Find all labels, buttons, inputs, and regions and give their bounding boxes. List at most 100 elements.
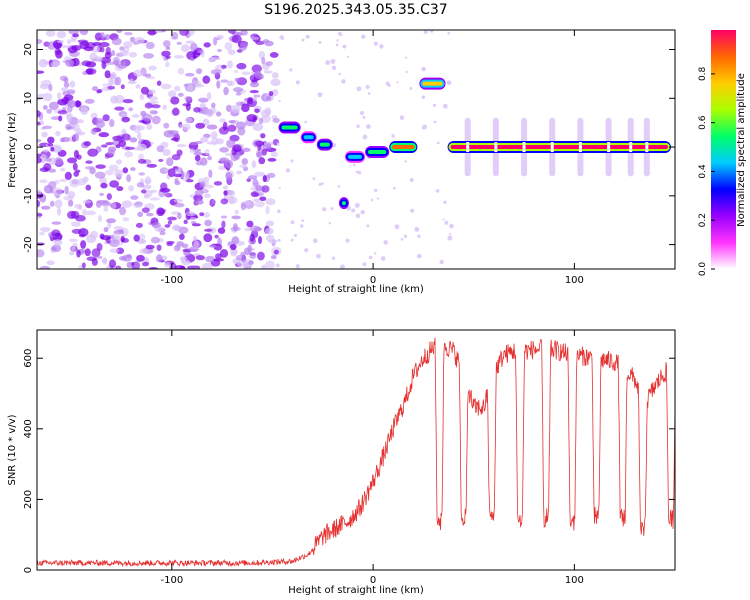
noise-speckle — [255, 184, 263, 192]
noise-speckle — [39, 179, 48, 184]
noise-speckle — [235, 254, 247, 261]
noise-speckle — [357, 170, 362, 175]
noise-speckle — [204, 149, 210, 156]
noise-speckle — [227, 60, 233, 69]
noise-speckle — [106, 218, 116, 224]
noise-speckle — [299, 224, 304, 228]
noise-speckle — [203, 212, 211, 218]
noise-speckle — [73, 133, 80, 142]
chart-title: S196.2025.343.05.35.C37 — [264, 2, 447, 18]
noise-speckle — [392, 186, 396, 190]
noise-speckle — [185, 40, 195, 44]
noise-speckle — [247, 244, 253, 253]
noise-speckle — [48, 168, 57, 173]
noise-speckle — [76, 249, 81, 258]
noise-speckle — [409, 177, 414, 182]
snr-xtick-label: -100 — [160, 575, 183, 586]
noise-speckle — [100, 31, 105, 40]
noise-speckle — [196, 50, 203, 54]
noise-speckle — [67, 190, 76, 199]
noise-speckle — [50, 61, 60, 68]
noise-speckle — [41, 131, 48, 138]
snr-xtick-label: 0 — [370, 575, 376, 586]
noise-speckle — [338, 72, 341, 76]
noise-speckle — [116, 30, 123, 34]
noise-speckle — [301, 219, 305, 222]
noise-speckle — [331, 65, 337, 71]
noise-speckle — [290, 238, 294, 242]
noise-speckle — [246, 114, 258, 122]
noise-speckle — [261, 148, 267, 156]
noise-speckle — [65, 123, 72, 131]
noise-speckle — [248, 260, 254, 265]
noise-speckle — [138, 153, 144, 161]
noise-speckle — [200, 48, 205, 58]
noise-speckle — [255, 40, 265, 45]
noise-speckle — [361, 34, 366, 39]
noise-speckle — [124, 31, 133, 36]
noise-speckle — [231, 236, 240, 245]
colorbar-tick-label: 0.6 — [698, 115, 708, 130]
noise-speckle — [205, 255, 216, 263]
noise-speckle — [262, 39, 270, 44]
noise-speckle — [46, 260, 55, 266]
noise-speckle — [100, 201, 112, 207]
noise-speckle — [157, 208, 166, 215]
noise-speckle — [166, 240, 175, 245]
noise-speckle — [120, 84, 125, 90]
noise-speckle — [355, 213, 361, 219]
noise-speckle — [439, 259, 444, 265]
noise-speckle — [199, 103, 206, 108]
noise-speckle — [215, 253, 222, 260]
noise-speckle — [107, 85, 116, 90]
noise-speckle — [177, 67, 185, 75]
noise-speckle — [110, 71, 117, 79]
noise-speckle — [362, 262, 367, 267]
noise-speckle — [101, 61, 107, 70]
noise-speckle — [405, 70, 408, 74]
noise-speckle — [156, 244, 162, 251]
noise-speckle — [69, 80, 76, 88]
noise-speckle — [180, 44, 190, 53]
noise-speckle — [98, 132, 110, 138]
noise-speckle — [211, 200, 217, 204]
noise-speckle — [254, 108, 260, 114]
noise-speckle — [295, 80, 300, 85]
noise-speckle — [109, 180, 120, 188]
noise-speckle — [128, 107, 134, 112]
noise-speckle — [267, 157, 277, 162]
noise-speckle — [180, 257, 186, 263]
noise-speckle — [201, 262, 213, 269]
noise-speckle — [131, 114, 140, 118]
colorbar-scale — [711, 30, 736, 269]
noise-speckle — [137, 211, 144, 218]
noise-speckle — [133, 69, 144, 77]
noise-speckle — [376, 197, 380, 200]
noise-speckle — [84, 98, 95, 104]
noise-speckle — [55, 130, 61, 137]
noise-speckle — [251, 160, 257, 169]
noise-speckle — [387, 84, 391, 87]
noise-speckle — [177, 212, 182, 220]
signal-core — [368, 149, 387, 154]
noise-speckle — [246, 220, 254, 228]
signal-core — [303, 135, 314, 140]
noise-speckle — [265, 198, 276, 206]
noise-speckle — [37, 157, 42, 164]
noise-speckle — [37, 199, 41, 208]
noise-speckle — [93, 56, 103, 62]
noise-speckle — [217, 227, 226, 234]
noise-speckle — [168, 90, 177, 98]
noise-speckle — [128, 52, 138, 58]
noise-speckle — [346, 55, 350, 59]
noise-speckle — [136, 143, 147, 151]
noise-speckle — [193, 107, 202, 113]
noise-speckle — [162, 148, 171, 157]
noise-speckle — [100, 56, 112, 64]
noise-speckle — [443, 200, 447, 204]
noise-speckle — [37, 249, 45, 258]
noise-speckle — [373, 41, 378, 46]
snr-xtick-label: 100 — [565, 575, 584, 586]
colorbar-tick-label: 0.2 — [698, 213, 708, 227]
noise-speckle — [218, 126, 230, 135]
